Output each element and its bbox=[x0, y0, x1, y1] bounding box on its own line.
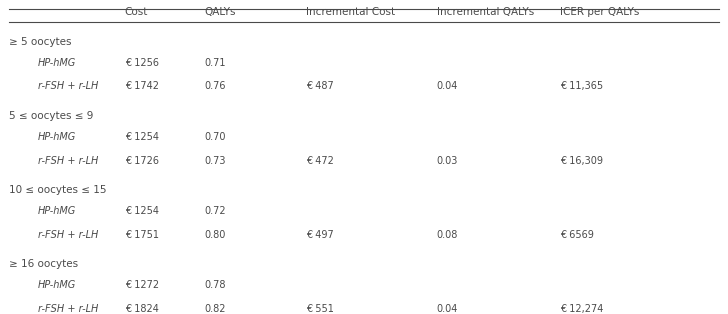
Text: r-FSH + r-LH: r-FSH + r-LH bbox=[38, 155, 98, 165]
Text: € 472: € 472 bbox=[306, 155, 334, 165]
Text: 0.72: 0.72 bbox=[205, 206, 226, 216]
Text: € 497: € 497 bbox=[306, 230, 333, 240]
Text: € 1256: € 1256 bbox=[124, 58, 159, 68]
Text: 0.80: 0.80 bbox=[205, 230, 226, 240]
Text: € 16,309: € 16,309 bbox=[560, 155, 603, 165]
Text: 0.03: 0.03 bbox=[437, 155, 458, 165]
Text: ≥ 16 oocytes: ≥ 16 oocytes bbox=[9, 259, 78, 269]
Text: Incremental Cost: Incremental Cost bbox=[306, 7, 395, 17]
Text: 0.73: 0.73 bbox=[205, 155, 226, 165]
Text: € 1254: € 1254 bbox=[124, 206, 159, 216]
Text: 5 ≤ oocytes ≤ 9: 5 ≤ oocytes ≤ 9 bbox=[9, 111, 93, 121]
Text: € 12,274: € 12,274 bbox=[560, 304, 604, 314]
Text: 0.04: 0.04 bbox=[437, 81, 458, 91]
Text: € 487: € 487 bbox=[306, 81, 333, 91]
Text: HP-hMG: HP-hMG bbox=[38, 280, 76, 290]
Text: QALYs: QALYs bbox=[205, 7, 236, 17]
Text: € 1254: € 1254 bbox=[124, 132, 159, 142]
Text: € 1742: € 1742 bbox=[124, 81, 159, 91]
Text: € 1726: € 1726 bbox=[124, 155, 159, 165]
Text: € 1824: € 1824 bbox=[124, 304, 159, 314]
Text: € 6569: € 6569 bbox=[560, 230, 594, 240]
Text: 0.70: 0.70 bbox=[205, 132, 226, 142]
Text: HP-hMG: HP-hMG bbox=[38, 132, 76, 142]
Text: 10 ≤ oocytes ≤ 15: 10 ≤ oocytes ≤ 15 bbox=[9, 185, 106, 195]
Text: r-FSH + r-LH: r-FSH + r-LH bbox=[38, 304, 98, 314]
Text: 0.71: 0.71 bbox=[205, 58, 226, 68]
Text: HP-hMG: HP-hMG bbox=[38, 206, 76, 216]
Text: HP-hMG: HP-hMG bbox=[38, 58, 76, 68]
Text: € 1751: € 1751 bbox=[124, 230, 159, 240]
Text: r-FSH + r-LH: r-FSH + r-LH bbox=[38, 81, 98, 91]
Text: € 1272: € 1272 bbox=[124, 280, 159, 290]
Text: € 11,365: € 11,365 bbox=[560, 81, 603, 91]
Text: 0.78: 0.78 bbox=[205, 280, 226, 290]
Text: 0.08: 0.08 bbox=[437, 230, 458, 240]
Text: 0.76: 0.76 bbox=[205, 81, 226, 91]
Text: Incremental QALYs: Incremental QALYs bbox=[437, 7, 534, 17]
Text: ICER per QALYs: ICER per QALYs bbox=[560, 7, 639, 17]
Text: € 551: € 551 bbox=[306, 304, 334, 314]
Text: Cost: Cost bbox=[124, 7, 148, 17]
Text: ≥ 5 oocytes: ≥ 5 oocytes bbox=[9, 37, 71, 47]
Text: r-FSH + r-LH: r-FSH + r-LH bbox=[38, 230, 98, 240]
Text: 0.82: 0.82 bbox=[205, 304, 226, 314]
Text: 0.04: 0.04 bbox=[437, 304, 458, 314]
